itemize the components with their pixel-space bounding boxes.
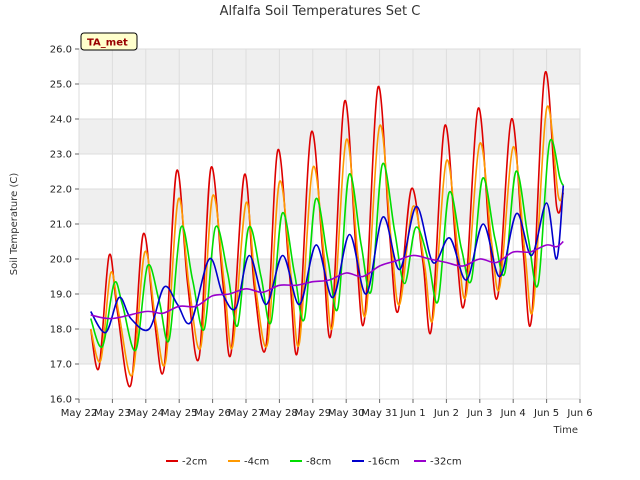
grid-band bbox=[79, 119, 580, 154]
x-tick-label: Jun 2 bbox=[433, 408, 459, 419]
legend-label: -4cm bbox=[244, 457, 269, 468]
series-lines bbox=[89, 70, 565, 388]
y-tick-label: 21.0 bbox=[50, 220, 72, 231]
legend-label: -2cm bbox=[182, 457, 207, 468]
station-badge-box bbox=[80, 32, 138, 51]
series-line bbox=[89, 105, 565, 377]
x-tick-label: Jun 6 bbox=[566, 408, 592, 419]
y-tick-label: 16.0 bbox=[50, 395, 72, 406]
x-tick-label: May 24 bbox=[128, 408, 165, 419]
x-tick-label: Jun 3 bbox=[466, 408, 492, 419]
x-tick-label: May 31 bbox=[361, 408, 398, 419]
legend: -2cm -4cm -8cm -16cm -32cm bbox=[166, 457, 462, 468]
series-line bbox=[90, 240, 564, 320]
x-tick-label: Jun 4 bbox=[500, 408, 526, 419]
y-tick-label: 23.0 bbox=[50, 150, 72, 161]
x-tick-label: May 22 bbox=[61, 408, 98, 419]
y-axis-ticks: 16.0 17.0 18.0 19.0 20.0 21.0 22.0 23.0 24.0 25.0… bbox=[50, 45, 79, 406]
y-tick-label: 20.0 bbox=[50, 255, 72, 266]
y-tick-label: 26.0 bbox=[50, 45, 72, 56]
x-tick-label: May 25 bbox=[161, 408, 198, 419]
x-tick-label: Jun 5 bbox=[533, 408, 559, 419]
series-line bbox=[90, 185, 565, 334]
x-tick-label: May 27 bbox=[228, 408, 265, 419]
grid-band bbox=[79, 49, 580, 84]
y-tick-label: 19.0 bbox=[50, 290, 72, 301]
legend-label: -16cm bbox=[368, 457, 400, 468]
grid-band bbox=[79, 329, 580, 364]
y-axis-label: Soil Temperature (C) bbox=[9, 173, 20, 276]
series-line bbox=[89, 70, 565, 388]
x-axis-label: Time bbox=[553, 425, 578, 436]
chart-title: Alfalfa Soil Temperatures Set C bbox=[220, 4, 421, 19]
series-line bbox=[89, 139, 565, 352]
y-tick-label: 17.0 bbox=[50, 360, 72, 371]
y-tick-label: 25.0 bbox=[50, 80, 72, 91]
legend-label: -32cm bbox=[430, 457, 462, 468]
grid-band bbox=[79, 189, 580, 224]
station-badge-label: TA_met bbox=[87, 38, 128, 49]
x-tick-label: May 23 bbox=[94, 408, 131, 419]
x-tick-label: Jun 1 bbox=[399, 408, 425, 419]
x-tick-label: May 28 bbox=[261, 408, 298, 419]
x-tick-label: May 29 bbox=[295, 408, 332, 419]
y-tick-label: 18.0 bbox=[50, 325, 72, 336]
x-tick-label: May 30 bbox=[328, 408, 365, 419]
x-tick-label: May 26 bbox=[194, 408, 231, 419]
y-tick-label: 24.0 bbox=[50, 115, 72, 126]
legend-label: -8cm bbox=[306, 457, 331, 468]
station-badge: TA_met bbox=[80, 32, 138, 51]
y-tick-label: 22.0 bbox=[50, 185, 72, 196]
